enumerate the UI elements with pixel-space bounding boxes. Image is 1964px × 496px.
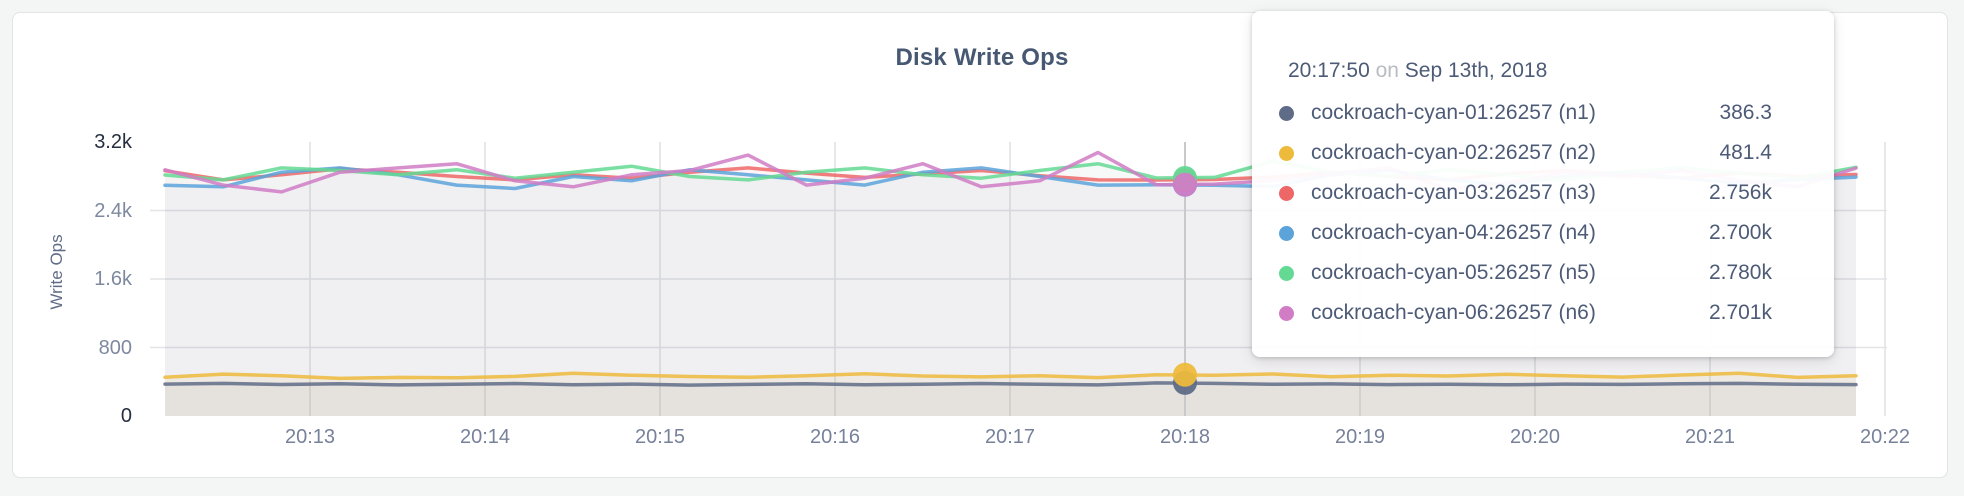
x-tick-label: 20:14 bbox=[459, 426, 511, 448]
y-tick-label: 1.6k bbox=[94, 268, 132, 290]
tooltip-header: 20:17:50 on Sep 13th, 2018 bbox=[1288, 57, 1834, 84]
series-name: cockroach-cyan-04:26257 (n4) bbox=[1311, 221, 1596, 244]
series-name: cockroach-cyan-03:26257 (n3) bbox=[1311, 181, 1596, 204]
series-name: cockroach-cyan-05:26257 (n5) bbox=[1311, 261, 1596, 284]
hover-point-n2[interactable] bbox=[1173, 362, 1197, 387]
series-value: 2.700k bbox=[1708, 221, 1772, 244]
series-name: cockroach-cyan-02:26257 (n2) bbox=[1311, 141, 1596, 164]
series-dot-icon bbox=[1279, 305, 1294, 321]
x-tick-label: 20:22 bbox=[1859, 426, 1911, 448]
x-tick-label: 20:16 bbox=[809, 426, 861, 448]
tooltip-series-row: cockroach-cyan-06:26257 (n6) 2.701k bbox=[1279, 293, 1772, 333]
tooltip-series-row: cockroach-cyan-02:26257 (n2) 481.4 bbox=[1279, 133, 1772, 173]
tooltip-series-row: cockroach-cyan-03:26257 (n3) 2.756k bbox=[1279, 173, 1772, 213]
series-value: 481.4 bbox=[1719, 141, 1772, 164]
x-tick-label: 20:17 bbox=[984, 426, 1036, 448]
x-tick-label: 20:15 bbox=[634, 426, 686, 448]
series-dot-icon bbox=[1279, 105, 1294, 121]
series-name: cockroach-cyan-01:26257 (n1) bbox=[1311, 101, 1596, 124]
x-tick-label: 20:19 bbox=[1334, 426, 1386, 448]
tooltip-time: 20:17:50 bbox=[1288, 59, 1370, 82]
series-line-n2[interactable] bbox=[163, 371, 1858, 381]
x-tick-label: 20:20 bbox=[1509, 426, 1561, 448]
tooltip-series-row: cockroach-cyan-05:26257 (n5) 2.780k bbox=[1279, 253, 1772, 293]
series-value: 2.701k bbox=[1708, 301, 1772, 324]
hover-tooltip: 20:17:50 on Sep 13th, 2018 cockroach-cya… bbox=[1252, 11, 1834, 357]
y-tick-label: 800 bbox=[98, 336, 132, 359]
series-area-n1 bbox=[165, 382, 1856, 416]
chart-title: Disk Write Ops bbox=[895, 44, 1069, 71]
hover-point-n6[interactable] bbox=[1173, 172, 1197, 197]
tooltip-series-row: cockroach-cyan-04:26257 (n4) 2.700k bbox=[1279, 213, 1772, 253]
series-value: 2.780k bbox=[1708, 261, 1772, 284]
series-value: 386.3 bbox=[1719, 101, 1772, 124]
x-tick-label: 20:18 bbox=[1159, 426, 1211, 448]
series-dot-icon bbox=[1279, 185, 1294, 201]
y-tick-label: 0 bbox=[120, 405, 132, 427]
series-dot-icon bbox=[1279, 265, 1294, 281]
series-dot-icon bbox=[1279, 145, 1294, 161]
y-tick-label: 3.2k bbox=[94, 131, 132, 153]
x-tick-label: 20:13 bbox=[284, 426, 336, 448]
x-tick-label: 20:21 bbox=[1684, 426, 1736, 448]
series-value: 2.756k bbox=[1708, 181, 1772, 204]
y-tick-label: 2.4k bbox=[94, 199, 132, 222]
tooltip-connector: on bbox=[1375, 59, 1399, 82]
tooltip-date: Sep 13th, 2018 bbox=[1404, 59, 1548, 82]
series-name: cockroach-cyan-06:26257 (n6) bbox=[1311, 301, 1596, 324]
series-line-n1[interactable] bbox=[163, 381, 1858, 387]
series-dot-icon bbox=[1279, 225, 1294, 241]
tooltip-series-row: cockroach-cyan-01:26257 (n1) 386.3 bbox=[1279, 93, 1772, 133]
